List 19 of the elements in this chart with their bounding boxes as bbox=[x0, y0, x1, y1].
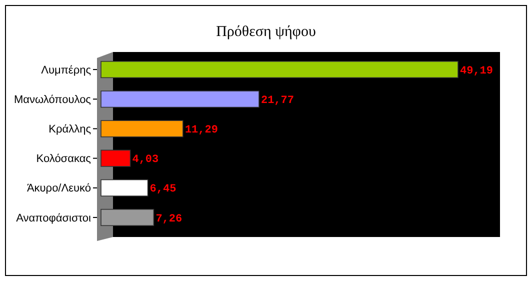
y-tick-label: Άκυρο/Λευκό bbox=[26, 182, 91, 195]
data-label: 6,45 bbox=[150, 184, 177, 196]
y-tick-label: Μανωλόπουλος bbox=[14, 94, 91, 106]
chart-title: Πρόθεση ψήφου bbox=[216, 24, 316, 40]
data-label: 11,29 bbox=[184, 124, 218, 137]
bar bbox=[100, 208, 154, 226]
data-label: 49,19 bbox=[460, 65, 494, 78]
data-label: 7,26 bbox=[156, 213, 182, 226]
data-label: 21,77 bbox=[260, 94, 294, 107]
bar bbox=[100, 120, 184, 138]
y-tick-label: Λυμπέρης bbox=[41, 64, 91, 76]
data-label: 4,03 bbox=[132, 154, 160, 166]
bar bbox=[100, 150, 131, 167]
y-tick-label: Αναποφάσιστοι bbox=[16, 212, 92, 224]
y-tick-label: Κολόσακας bbox=[36, 153, 91, 166]
bar bbox=[100, 179, 148, 196]
bar bbox=[100, 90, 260, 108]
y-tick-label: Κράλλης bbox=[48, 124, 91, 136]
bar bbox=[100, 60, 458, 78]
